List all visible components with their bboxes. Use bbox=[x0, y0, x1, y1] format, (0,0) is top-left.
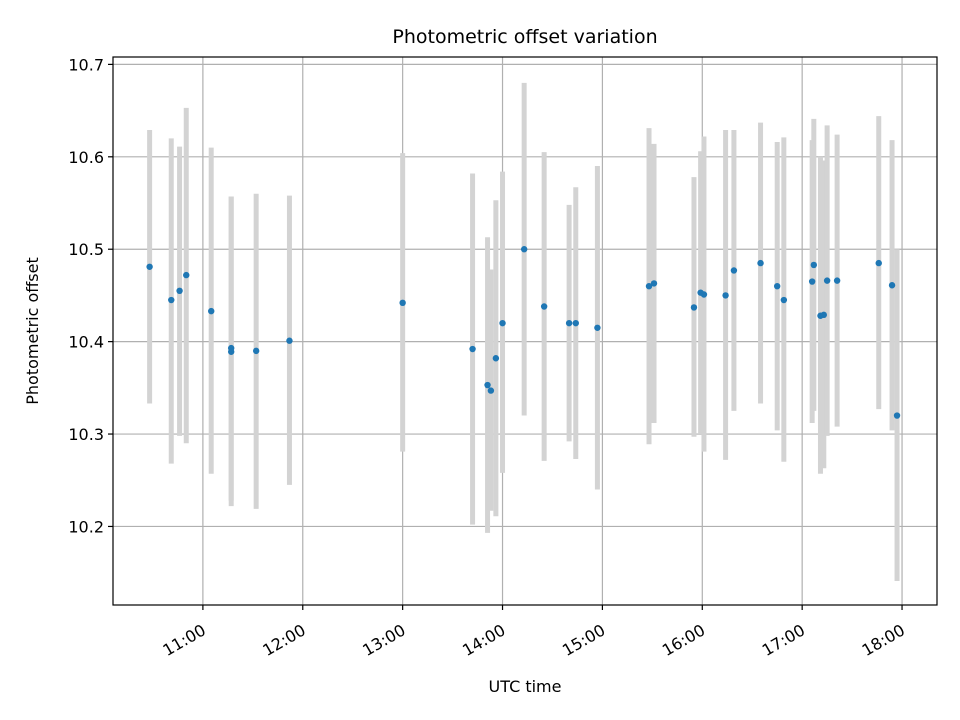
data-point bbox=[690, 304, 698, 311]
data-point bbox=[520, 246, 528, 253]
data-point bbox=[286, 337, 293, 344]
data-point bbox=[594, 324, 601, 331]
data-point bbox=[810, 261, 818, 269]
plot-frame bbox=[112, 56, 938, 606]
data-point bbox=[808, 278, 816, 285]
y-axis-ticks: 10.2 10.3 10.4 10.5 10.6 10.7 bbox=[68, 55, 113, 536]
data-point bbox=[399, 299, 406, 307]
data-point bbox=[492, 355, 500, 362]
data-point bbox=[499, 319, 506, 327]
y-tick-label: 10.3 bbox=[68, 425, 104, 444]
data-point bbox=[146, 263, 153, 270]
data-point bbox=[888, 282, 896, 289]
data-point bbox=[820, 311, 828, 319]
data-point bbox=[780, 296, 788, 304]
data-point bbox=[722, 292, 729, 299]
data-point bbox=[565, 319, 573, 327]
data-point bbox=[540, 303, 548, 310]
y-tick-label: 10.4 bbox=[68, 333, 104, 352]
data-point bbox=[700, 291, 708, 298]
data-point bbox=[645, 282, 653, 290]
data-point bbox=[572, 319, 579, 327]
data-point bbox=[176, 287, 183, 295]
data-point bbox=[208, 307, 215, 315]
data-point bbox=[893, 412, 901, 419]
chart-title: Photometric offset variation bbox=[392, 26, 657, 48]
data-point bbox=[650, 280, 658, 287]
data-point bbox=[469, 345, 476, 353]
data-point bbox=[183, 271, 190, 279]
y-tick-label: 10.6 bbox=[68, 148, 104, 167]
y-axis-label: Photometric offset bbox=[23, 257, 42, 405]
x-axis-label: UTC time bbox=[489, 677, 562, 696]
y-tick-label: 10.5 bbox=[68, 240, 104, 259]
data-point bbox=[484, 381, 491, 389]
data-point bbox=[487, 387, 495, 394]
data-point bbox=[252, 347, 260, 355]
data-point bbox=[875, 259, 882, 267]
data-point bbox=[773, 282, 781, 290]
y-tick-label: 10.2 bbox=[68, 517, 104, 536]
data-point bbox=[823, 277, 831, 284]
data-point bbox=[227, 344, 235, 352]
y-tick-label: 10.7 bbox=[68, 55, 104, 74]
data-point bbox=[833, 277, 841, 284]
data-point bbox=[757, 259, 764, 267]
data-point bbox=[168, 296, 175, 304]
data-points bbox=[146, 246, 901, 419]
data-point bbox=[730, 267, 738, 274]
